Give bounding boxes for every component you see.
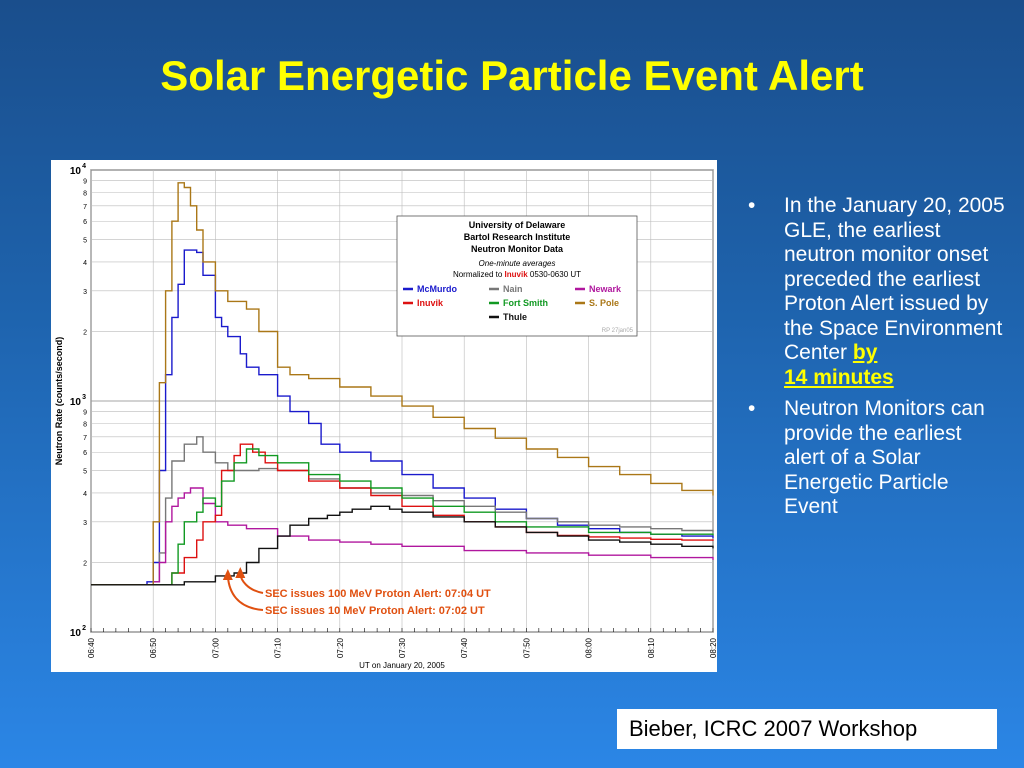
y-tick-label: 6 xyxy=(83,219,87,226)
series-line-newark xyxy=(91,487,714,586)
series-line-nain xyxy=(91,436,714,586)
alert-arrowhead-100mev xyxy=(235,567,246,578)
bullet-item: • In the January 20, 2005 GLE, the earli… xyxy=(748,194,1008,390)
y-tick-label: 7 xyxy=(83,204,87,211)
y-tick-label: 2 xyxy=(83,560,87,567)
neutron-rate-chart: 2 3 4 5 6 7 8 9 2 3 4 5 6 7 8 9 10 2 10 3 10 4 06:40 06:50 07:00… xyxy=(51,160,717,672)
y-tick-label: 3 xyxy=(83,520,87,527)
highlight-by: by xyxy=(852,341,878,364)
legend-normalized-station: Inuvik xyxy=(505,270,529,279)
legend-title-line: Bartol Research Institute xyxy=(464,232,571,242)
bullet-dot: • xyxy=(748,397,756,420)
bullet-text: In the January 20, 2005 GLE, the earlies… xyxy=(784,194,1005,364)
x-tick-label: 06:50 xyxy=(149,637,158,658)
x-tick-label: 07:50 xyxy=(522,637,531,658)
legend-normalized-suffix: 0530-0630 UT xyxy=(528,270,581,279)
bullet-dot: • xyxy=(748,194,756,217)
legend-title-line: Neutron Monitor Data xyxy=(471,244,564,254)
y-tick-label: 2 xyxy=(83,329,87,336)
x-tick-label: 07:40 xyxy=(460,637,469,658)
y-tick-label-exponent: 4 xyxy=(82,163,86,170)
y-tick-label: 8 xyxy=(83,190,87,197)
alert-annotation-100mev: SEC issues 100 MeV Proton Alert: 07:04 U… xyxy=(265,588,491,600)
y-axis-label: Neutron Rate (counts/second) xyxy=(54,337,64,466)
legend-entry: S. Pole xyxy=(589,298,619,308)
x-tick-label: 07:10 xyxy=(274,637,283,658)
series-line-fort-smith xyxy=(91,448,714,586)
slide-title: Solar Energetic Particle Event Alert xyxy=(160,52,864,99)
x-tick-label: 07:30 xyxy=(398,637,407,658)
y-tick-label-base: 10 xyxy=(70,397,82,408)
y-tick-label: 7 xyxy=(83,435,87,442)
legend-entry: Fort Smith xyxy=(503,298,548,308)
y-tick-label: 8 xyxy=(83,421,87,428)
series-line-s-pole xyxy=(91,182,714,586)
legend-signature: RP 27jan05 xyxy=(602,328,634,334)
y-tick-label-exponent: 2 xyxy=(82,625,86,632)
legend-entry: Nain xyxy=(503,284,523,294)
bullet-text: Neutron Monitors can provide the earlies… xyxy=(784,397,985,518)
alert-annotation-10mev: SEC issues 10 MeV Proton Alert: 07:02 UT xyxy=(265,605,485,617)
legend-box xyxy=(396,215,638,337)
x-tick-label: 07:00 xyxy=(211,637,220,658)
legend-normalized-note: Normalized to Inuvik 0530-0630 UT xyxy=(453,270,581,279)
legend-entry: McMurdo xyxy=(417,284,457,294)
y-tick-label-exponent: 3 xyxy=(82,394,86,401)
legend-entry: Thule xyxy=(503,312,527,322)
y-tick-label-base: 10 xyxy=(70,628,82,639)
legend-normalized-prefix: Normalized to xyxy=(453,270,505,279)
legend-title-line: University of Delaware xyxy=(469,220,566,230)
y-tick-label: 3 xyxy=(83,289,87,296)
bullet-item: • Neutron Monitors can provide the earli… xyxy=(748,397,1008,520)
y-tick-label: 5 xyxy=(83,238,87,245)
x-tick-label: 07:20 xyxy=(336,637,345,658)
legend-entry: Newark xyxy=(589,284,622,294)
legend-subtitle: One-minute averages xyxy=(479,259,556,268)
x-axis-label: UT on January 20, 2005 xyxy=(359,661,445,670)
y-tick-label: 5 xyxy=(83,469,87,476)
bullet-list: • In the January 20, 2005 GLE, the earli… xyxy=(748,194,1008,527)
x-tick-label: 08:00 xyxy=(585,637,594,658)
y-tick-label: 4 xyxy=(83,260,87,267)
y-tick-label-base: 10 xyxy=(70,166,82,177)
citation-box: Bieber, ICRC 2007 Workshop xyxy=(617,709,997,749)
y-tick-label: 9 xyxy=(83,410,87,417)
y-tick-label: 6 xyxy=(83,450,87,457)
highlight-14-minutes: 14 minutes xyxy=(784,365,894,389)
legend-entry: Inuvik xyxy=(417,298,444,308)
x-tick-label: 08:10 xyxy=(647,637,656,658)
x-tick-label: 08:20 xyxy=(709,637,717,658)
series-line-thule xyxy=(91,505,714,586)
x-tick-label: 06:40 xyxy=(87,637,96,658)
y-tick-label: 4 xyxy=(83,491,87,498)
alert-arrowhead-10mev xyxy=(222,569,233,580)
y-tick-label: 9 xyxy=(83,179,87,186)
